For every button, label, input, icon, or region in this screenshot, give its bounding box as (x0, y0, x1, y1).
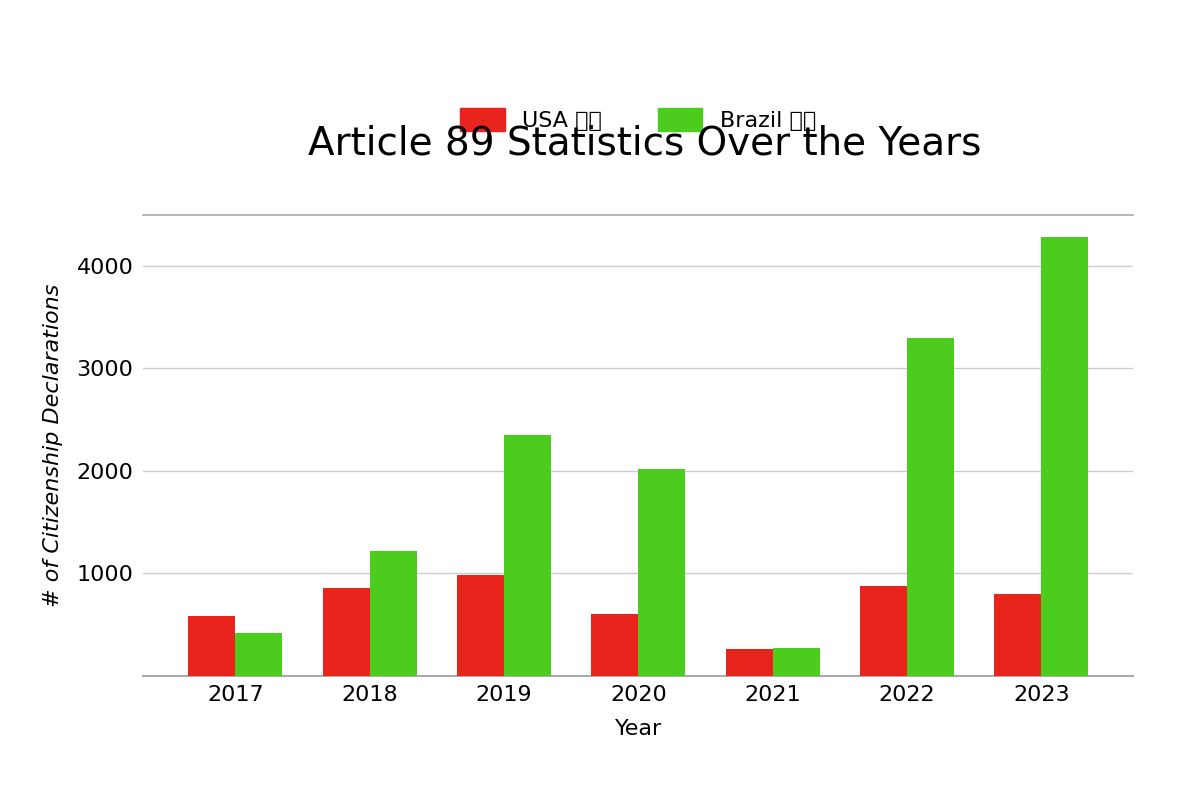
Bar (188, 616, 235, 676)
Y-axis label: # of Citizenship Declarations: # of Citizenship Declarations (43, 284, 63, 607)
Bar (592, 615, 638, 676)
Bar (322, 588, 370, 676)
Text: Article 89 Statistics Over the Years: Article 89 Statistics Over the Years (308, 124, 981, 162)
Legend: USA 🇺🇸, Brazil 🇧🇷: USA 🇺🇸, Brazil 🇧🇷 (449, 97, 828, 142)
X-axis label: Year: Year (614, 719, 662, 739)
Bar (235, 633, 283, 676)
Bar (1041, 237, 1088, 676)
Bar (638, 469, 685, 676)
Bar (370, 551, 416, 676)
Bar (907, 338, 954, 676)
Bar (994, 594, 1041, 676)
Bar (725, 649, 773, 676)
Bar (773, 648, 820, 676)
Bar (457, 576, 503, 676)
Bar (860, 586, 907, 676)
Bar (503, 435, 551, 676)
